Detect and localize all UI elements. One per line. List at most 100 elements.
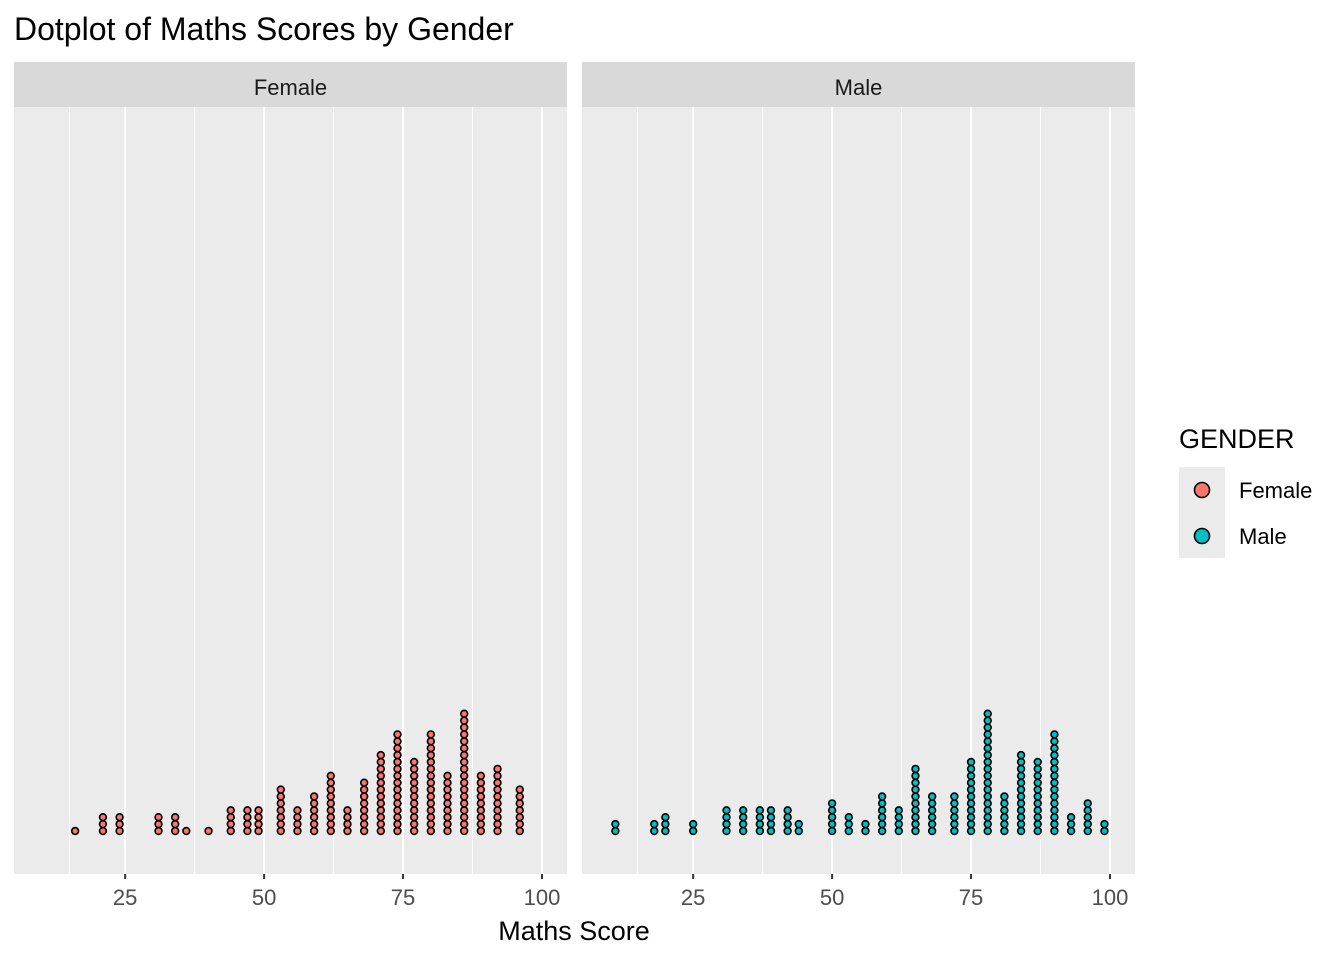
dot [376, 806, 386, 815]
dot [326, 792, 335, 801]
dot [861, 819, 870, 829]
dot [1050, 785, 1059, 794]
dot [966, 792, 976, 801]
dot [443, 771, 452, 780]
dot [359, 799, 369, 808]
dot [409, 799, 419, 808]
dot [226, 812, 235, 822]
dot [326, 771, 335, 780]
dot [393, 792, 402, 801]
dot [983, 764, 992, 774]
dot [376, 826, 386, 836]
dot [983, 819, 992, 829]
dot [877, 806, 887, 815]
dot [293, 812, 302, 822]
dot [966, 785, 976, 794]
dot [950, 792, 959, 801]
dot [827, 806, 837, 815]
dot [459, 730, 469, 739]
dot [827, 819, 837, 829]
dot [844, 812, 853, 822]
dot [309, 812, 319, 822]
x-tick-label: 50 [820, 885, 844, 910]
dot [409, 778, 419, 787]
dot [154, 819, 163, 829]
dot [276, 806, 285, 815]
dot [226, 826, 235, 836]
dot [459, 826, 469, 836]
dot [409, 792, 419, 801]
dot [182, 826, 191, 836]
dot [493, 826, 502, 836]
dot [326, 812, 335, 822]
dot [1016, 757, 1026, 767]
dot [476, 826, 486, 836]
dot [493, 812, 502, 822]
dot [1033, 785, 1042, 794]
dot [493, 764, 502, 774]
dot [983, 730, 992, 739]
dot [459, 785, 469, 794]
x-tick-label: 75 [391, 885, 415, 910]
dot [911, 799, 920, 808]
dot [983, 709, 992, 718]
dot [426, 764, 436, 774]
dot [1000, 826, 1009, 836]
dot [966, 771, 976, 780]
dot [783, 826, 792, 836]
dot [476, 819, 486, 829]
dot [409, 757, 419, 767]
dot [426, 826, 436, 836]
dot [1083, 819, 1092, 829]
dot [911, 771, 920, 780]
dot [309, 826, 319, 836]
dot [293, 826, 302, 836]
dot [515, 819, 524, 829]
dot [661, 819, 670, 829]
dot [877, 792, 887, 801]
dot [276, 819, 285, 829]
dot [983, 792, 992, 801]
dot [1033, 826, 1042, 836]
dot [911, 819, 920, 829]
dot [376, 785, 386, 794]
dot [376, 792, 386, 801]
dot [927, 792, 937, 801]
dot [966, 757, 976, 767]
dot [966, 826, 976, 836]
dot [911, 812, 920, 822]
dot [393, 750, 402, 760]
dot [1000, 819, 1009, 829]
dot [766, 806, 776, 815]
dot [254, 819, 263, 829]
dot [376, 750, 386, 760]
dot [827, 799, 837, 808]
dot [766, 819, 776, 829]
dot [476, 771, 486, 780]
dot [254, 826, 263, 836]
dot [98, 812, 108, 822]
dot [426, 750, 436, 760]
dot [1000, 812, 1009, 822]
dot [983, 757, 992, 767]
dot [459, 792, 469, 801]
dot [476, 812, 486, 822]
dot [966, 806, 976, 815]
dot [459, 757, 469, 767]
dot [276, 826, 285, 836]
dot [1050, 812, 1059, 822]
dot [170, 812, 180, 822]
dot [393, 806, 402, 815]
dot [309, 819, 319, 829]
dot [611, 826, 620, 836]
dot [204, 826, 213, 836]
dot [515, 799, 524, 808]
dot [950, 826, 959, 836]
dot [154, 812, 163, 822]
dot [1033, 771, 1042, 780]
dot [877, 826, 887, 836]
dot [170, 819, 180, 829]
dot [459, 799, 469, 808]
dot [1016, 771, 1026, 780]
